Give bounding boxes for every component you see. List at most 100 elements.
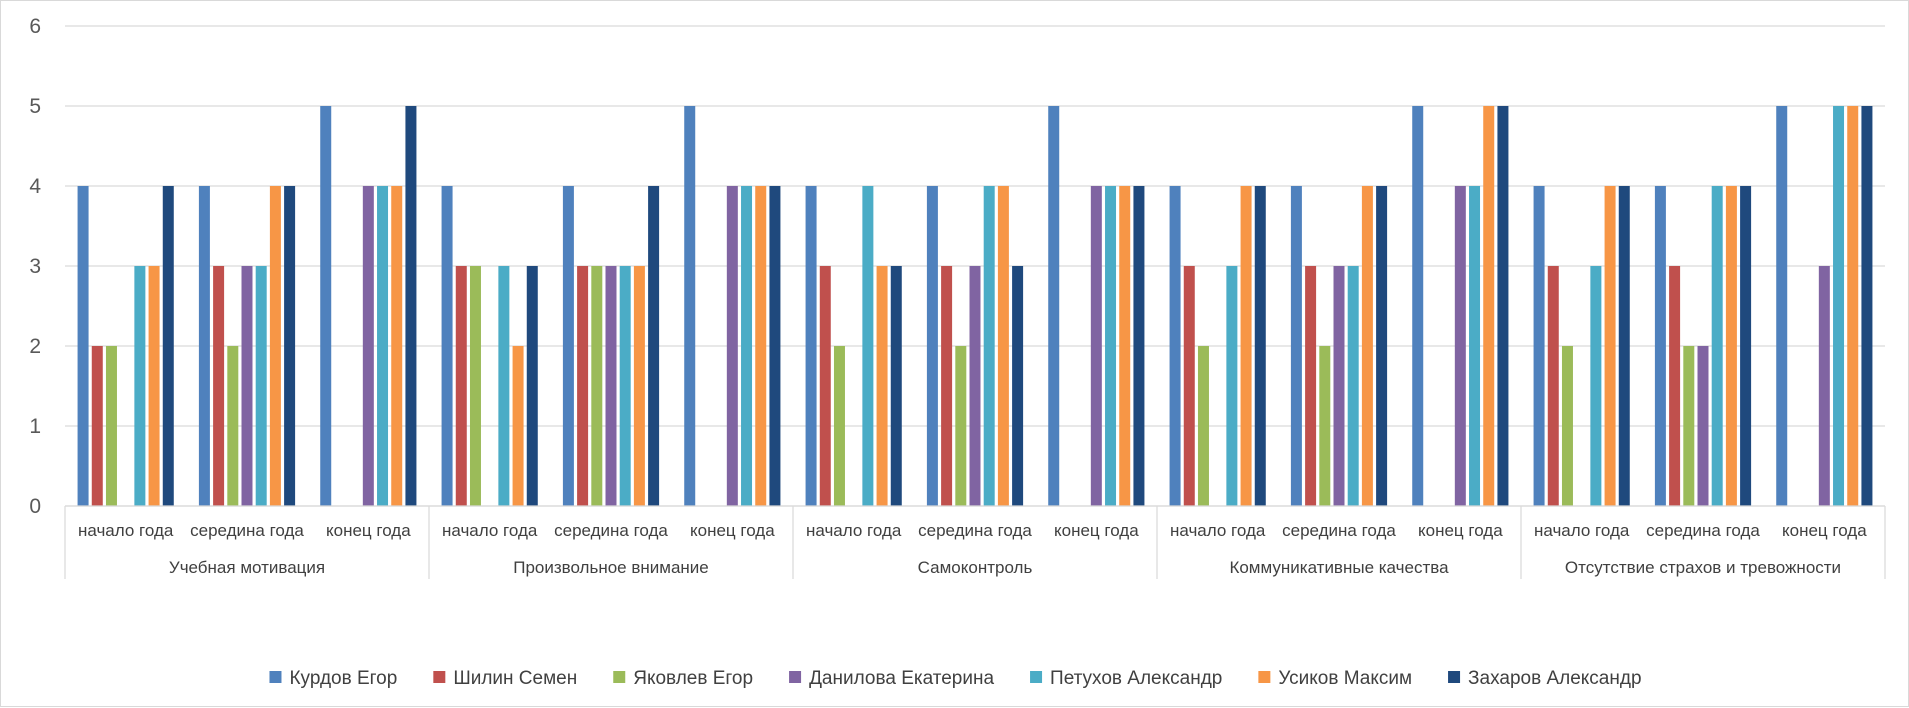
- x-group-label: Произвольное внимание: [513, 558, 709, 577]
- x-group-label: Коммуникативные качества: [1229, 558, 1449, 577]
- x-group-label: Учебная мотивация: [169, 558, 325, 577]
- bar: [469, 266, 481, 506]
- bar: [1133, 186, 1145, 506]
- bar: [198, 186, 210, 506]
- bar: [377, 186, 389, 506]
- bar: [1818, 266, 1830, 506]
- bar: [1725, 186, 1737, 506]
- bar: [926, 186, 938, 506]
- bar: [1454, 186, 1466, 506]
- x-group-label: Отсутствие страхов и тревожности: [1565, 558, 1841, 577]
- x-group-label: Самоконтроль: [918, 558, 1033, 577]
- bar: [1590, 266, 1602, 506]
- bar: [1711, 186, 1723, 506]
- bar: [455, 266, 467, 506]
- x-tick-label: начало года: [78, 521, 174, 540]
- x-tick-label: конец года: [1054, 521, 1139, 540]
- legend-label: Усиков Максим: [1278, 668, 1412, 689]
- legend-swatch: [1258, 671, 1271, 683]
- x-tick-label: начало года: [442, 521, 538, 540]
- bar: [148, 266, 160, 506]
- bar: [1469, 186, 1481, 506]
- bar: [391, 186, 403, 506]
- legend-item: Шилин Семен: [433, 668, 577, 689]
- bar: [1654, 186, 1666, 506]
- bar: [1776, 106, 1788, 506]
- bar: [1683, 346, 1695, 506]
- bar: [1604, 186, 1616, 506]
- x-tick-label: середина года: [1282, 521, 1396, 540]
- bar: [805, 186, 817, 506]
- y-tick-label: 4: [29, 175, 41, 198]
- legend-item: Яковлев Егор: [613, 668, 753, 689]
- bar: [955, 346, 967, 506]
- legend: Курдов Егор Шилин Семен Яковлев Егор Данило…: [269, 668, 1642, 689]
- bar: [1497, 106, 1509, 506]
- x-tick-label: начало года: [1534, 521, 1630, 540]
- bar: [1833, 106, 1845, 506]
- bar: [1376, 186, 1388, 506]
- y-tick-label: 0: [29, 495, 41, 518]
- bar: [1361, 186, 1373, 506]
- y-tick-label: 1: [29, 415, 41, 438]
- bar: [741, 186, 753, 506]
- bar: [941, 266, 953, 506]
- bar: [755, 186, 767, 506]
- bar: [405, 106, 417, 506]
- bar: [1012, 266, 1024, 506]
- legend-swatch: [433, 671, 446, 683]
- bar: [983, 186, 995, 506]
- bar: [1254, 186, 1266, 506]
- bar: [1333, 266, 1345, 506]
- legend-swatch: [789, 671, 802, 683]
- bar: [1090, 186, 1102, 506]
- bar: [284, 186, 296, 506]
- bar: [648, 186, 660, 506]
- bar: [512, 346, 524, 506]
- bar: [1240, 186, 1252, 506]
- bar: [213, 266, 225, 506]
- bar: [1533, 186, 1545, 506]
- bar: [1740, 186, 1752, 506]
- bar: [591, 266, 603, 506]
- bar: [255, 266, 267, 506]
- bar: [498, 266, 510, 506]
- bar: [633, 266, 645, 506]
- bar: [105, 346, 117, 506]
- bar: [162, 186, 174, 506]
- y-tick-label: 2: [29, 335, 41, 358]
- bar: [1183, 266, 1195, 506]
- y-tick-label: 3: [29, 255, 41, 278]
- bar: [1547, 266, 1559, 506]
- bar: [1697, 346, 1709, 506]
- bar: [997, 186, 1009, 506]
- bar: [876, 266, 888, 506]
- bar: [862, 186, 874, 506]
- bar: [1290, 186, 1302, 506]
- legend-label: Яковлев Егор: [633, 668, 753, 689]
- bar: [77, 186, 89, 506]
- legend-item: Курдов Егор: [269, 668, 397, 689]
- bar: [769, 186, 781, 506]
- bar: [1412, 106, 1424, 506]
- legend-swatch: [269, 671, 282, 683]
- x-tick-label: середина года: [190, 521, 304, 540]
- bar: [1861, 106, 1873, 506]
- bar: [1048, 106, 1060, 506]
- bar: [1169, 186, 1181, 506]
- bar: [1119, 186, 1131, 506]
- bar: [1305, 266, 1317, 506]
- bar: [1226, 266, 1238, 506]
- bar: [320, 106, 332, 506]
- bar-layer: [77, 106, 1873, 506]
- bar: [890, 266, 902, 506]
- bar: [526, 266, 538, 506]
- bar: [227, 346, 239, 506]
- y-tick-label: 6: [29, 15, 41, 38]
- bar: [1197, 346, 1209, 506]
- bar: [1319, 346, 1331, 506]
- bar: [269, 186, 281, 506]
- bar: [726, 186, 738, 506]
- legend-label: Данилова Екатерина: [809, 668, 994, 689]
